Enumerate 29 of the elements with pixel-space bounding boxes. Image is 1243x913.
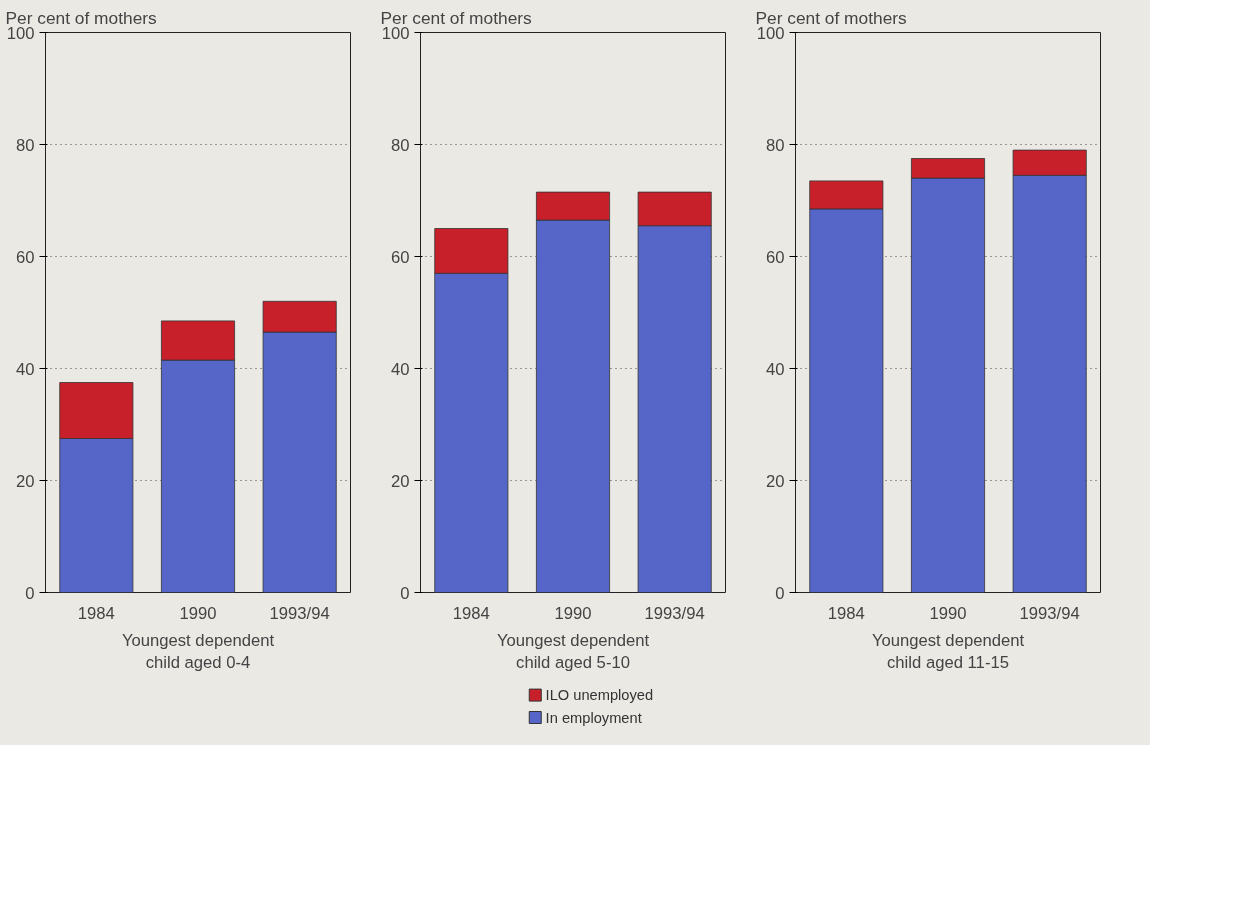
y-tick-label: 20	[765, 471, 785, 491]
y-tick-label: 0	[25, 583, 35, 603]
x-tick-label: 1990	[929, 603, 967, 623]
x-tick-label: 1993/94	[644, 603, 705, 623]
x-tick-label: 1990	[554, 603, 592, 623]
y-tick-label: 20	[390, 471, 410, 491]
x-axis-title: Youngest dependent child aged 0-4	[121, 630, 275, 673]
y-tick-label: 0	[775, 583, 785, 603]
y-tick-label: 60	[765, 247, 785, 267]
x-axis-title: Youngest dependent child aged 5-10	[496, 630, 650, 673]
x-tick-label: 1990	[179, 603, 217, 623]
y-tick-label: 60	[390, 247, 410, 267]
y-tick-label: 80	[390, 135, 410, 155]
y-tick-label: 20	[15, 471, 35, 491]
y-tick-label: 60	[15, 247, 35, 267]
y-tick-label: 40	[390, 359, 410, 379]
y-tick-label: 80	[765, 135, 785, 155]
x-tick-label: 1993/94	[1019, 603, 1080, 623]
y-tick-label: 0	[400, 583, 410, 603]
x-tick-label: 1993/94	[269, 603, 330, 623]
y-tick-label: 40	[15, 359, 35, 379]
x-tick-label: 1984	[827, 603, 865, 623]
y-tick-label: 40	[765, 359, 785, 379]
legend-label: In employment	[545, 709, 642, 726]
x-tick-label: 1984	[452, 603, 490, 623]
y-tick-label: 80	[15, 135, 35, 155]
x-tick-label: 1984	[77, 603, 115, 623]
x-axis-title: Youngest dependent child aged 11-15	[871, 630, 1025, 673]
legend-label: ILO unemployed	[545, 687, 654, 704]
